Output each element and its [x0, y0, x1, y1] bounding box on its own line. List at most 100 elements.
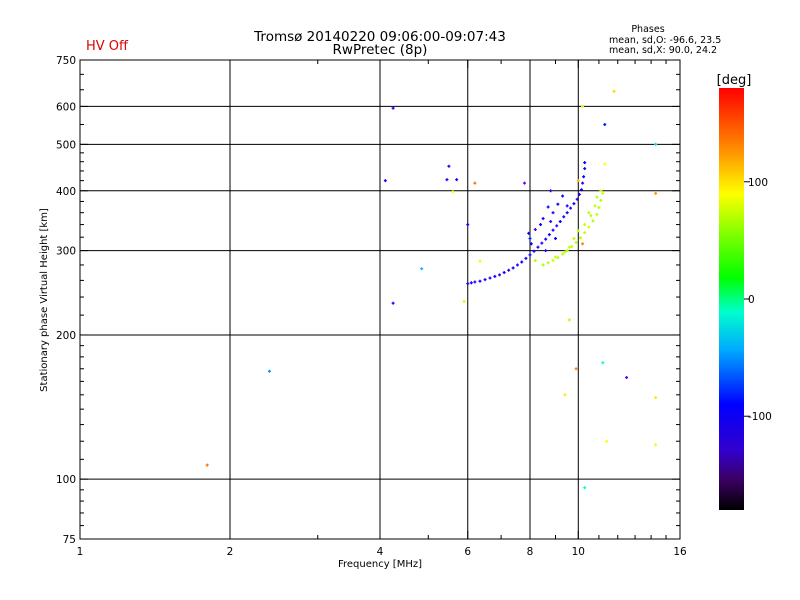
x-mode-point [589, 214, 593, 218]
plot-area: 1 2 4 6 8 10 16 75 100 200 300 400 500 600 750 [56, 55, 687, 558]
phases-x-stats: mean, sd,X: 90.0, 24.2 [609, 45, 717, 56]
o-mode-point [544, 249, 548, 253]
o-mode-point [551, 228, 555, 232]
o-mode-point [532, 249, 536, 253]
o-mode-point [551, 211, 555, 215]
o-mode-point [553, 236, 557, 240]
x-mode-point [601, 191, 605, 195]
o-mode-point [493, 274, 497, 278]
x-mode-point [578, 236, 582, 240]
x-mode-point [541, 263, 545, 267]
o-mode-point [572, 202, 576, 206]
x-mode-point [533, 259, 537, 263]
x-mode-point [267, 369, 271, 373]
x-axis-label: Frequency [MHz] [338, 559, 422, 570]
hv-status: HV Off [86, 39, 129, 54]
phases-heading: Phases [631, 24, 664, 35]
axis-ticks: 1 2 4 6 8 10 16 75 100 200 300 400 500 600 750 [56, 55, 687, 558]
x-mode-point [593, 204, 597, 208]
o-mode-point [511, 266, 515, 270]
x-tick-label: 6 [464, 546, 471, 558]
o-mode-point [540, 241, 544, 245]
x-mode-point [603, 162, 607, 166]
y-tick-label: 500 [56, 139, 76, 151]
y-tick-label: 100 [56, 474, 76, 486]
o-mode-point [466, 223, 470, 227]
x-mode-point [612, 89, 616, 93]
o-mode-point [580, 188, 584, 192]
x-mode-point [478, 259, 482, 263]
o-mode-point [536, 245, 540, 249]
o-mode-point [473, 280, 477, 284]
x-mode-point [551, 259, 555, 263]
o-mode-point [524, 256, 528, 260]
o-mode-point [391, 106, 395, 110]
chart-title-line1: Tromsø 20140220 09:06:00-09:07:43 [253, 29, 506, 45]
o-mode-point [383, 179, 387, 183]
colorbar-ticks: 100 0 -100 [744, 177, 772, 423]
phases-o-stats: mean, sd,O: -96.6, 23.5 [609, 35, 721, 46]
o-mode-point [541, 217, 545, 221]
o-mode-point [562, 215, 566, 219]
y-tick-label: 200 [56, 330, 76, 342]
x-mode-point [546, 261, 550, 265]
o-mode-point [561, 194, 565, 198]
o-mode-point [523, 181, 527, 185]
o-mode-point [582, 175, 586, 179]
x-mode-point [567, 318, 571, 322]
x-tick-label: 2 [227, 546, 234, 558]
x-mode-point [420, 267, 424, 271]
colorbar: [deg] 100 0 -100 [717, 73, 772, 510]
chart-title-line2: RwPretec (8p) [333, 42, 428, 58]
o-mode-point [483, 278, 487, 282]
y-tick-label: 600 [56, 101, 76, 113]
x-tick-label: 16 [673, 546, 687, 558]
colorbar-gradient [719, 88, 744, 510]
o-mode-point [558, 220, 562, 224]
x-mode-point [605, 439, 609, 443]
x-mode-point [572, 236, 576, 240]
o-mode-point [565, 204, 569, 208]
o-mode-point [391, 301, 395, 305]
o-mode-point [565, 211, 569, 215]
x-mode-point [601, 361, 605, 365]
x-mode-point [574, 367, 578, 371]
x-mode-point [574, 240, 578, 244]
x-mode-point [451, 190, 455, 194]
o-mode-point [515, 263, 519, 267]
x-mode-point [591, 219, 595, 223]
y-tick-label: 750 [56, 55, 76, 67]
o-mode-point [547, 233, 551, 237]
o-mode-point [498, 273, 502, 277]
x-mode-point [583, 486, 587, 490]
o-mode-point [546, 205, 550, 209]
o-mode-point [529, 242, 533, 246]
x-mode-point [599, 189, 603, 193]
x-mode-point [565, 249, 569, 253]
x-mode-point [587, 211, 591, 215]
x-tick-label: 4 [377, 546, 384, 558]
o-mode-point [502, 271, 506, 275]
x-mode-point [561, 252, 565, 256]
o-mode-point [556, 202, 560, 206]
o-mode-point [583, 167, 587, 171]
o-mode-point [478, 279, 482, 283]
o-mode-point [445, 178, 449, 182]
o-mode-point [455, 178, 459, 182]
y-tick-label: 300 [56, 246, 76, 258]
o-mode-point [555, 224, 559, 228]
x-mode-point [205, 463, 209, 467]
x-mode-point [462, 299, 466, 303]
colorbar-tick-label: -100 [748, 411, 772, 423]
y-tick-label: 400 [56, 186, 76, 198]
o-mode-point [539, 223, 543, 227]
o-mode-point [507, 268, 511, 272]
o-mode-point [577, 192, 581, 196]
x-mode-point [576, 179, 580, 183]
x-mode-point [556, 256, 560, 260]
x-mode-point [654, 443, 658, 447]
o-mode-point [469, 281, 473, 285]
x-mode-point [581, 104, 585, 108]
x-tick-label: 1 [77, 546, 84, 558]
x-mode-point [563, 250, 567, 254]
